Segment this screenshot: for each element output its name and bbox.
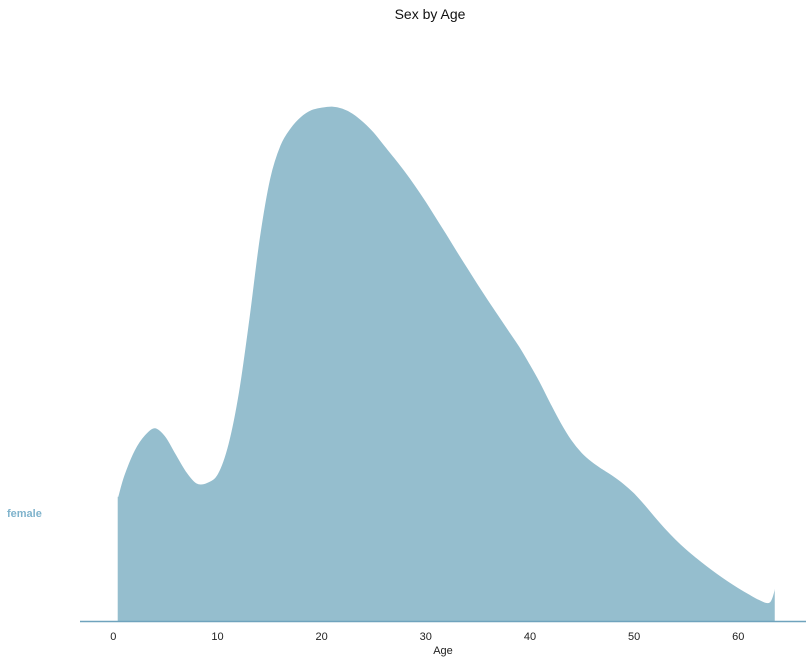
density-outline-female [117, 105, 776, 604]
chart-title: Sex by Age [395, 6, 466, 22]
x-tick-label-50: 50 [628, 631, 640, 643]
density-area-female [117, 105, 775, 622]
x-tick-label-0: 0 [110, 631, 116, 643]
x-axis-label: Age [433, 645, 453, 657]
x-tick-label-10: 10 [211, 631, 223, 643]
x-tick-label-40: 40 [524, 631, 536, 643]
x-tick-label-60: 60 [732, 631, 744, 643]
x-tick-label-20: 20 [316, 631, 328, 643]
x-tick-label-30: 30 [420, 631, 432, 643]
row-label-female: female [7, 508, 42, 520]
